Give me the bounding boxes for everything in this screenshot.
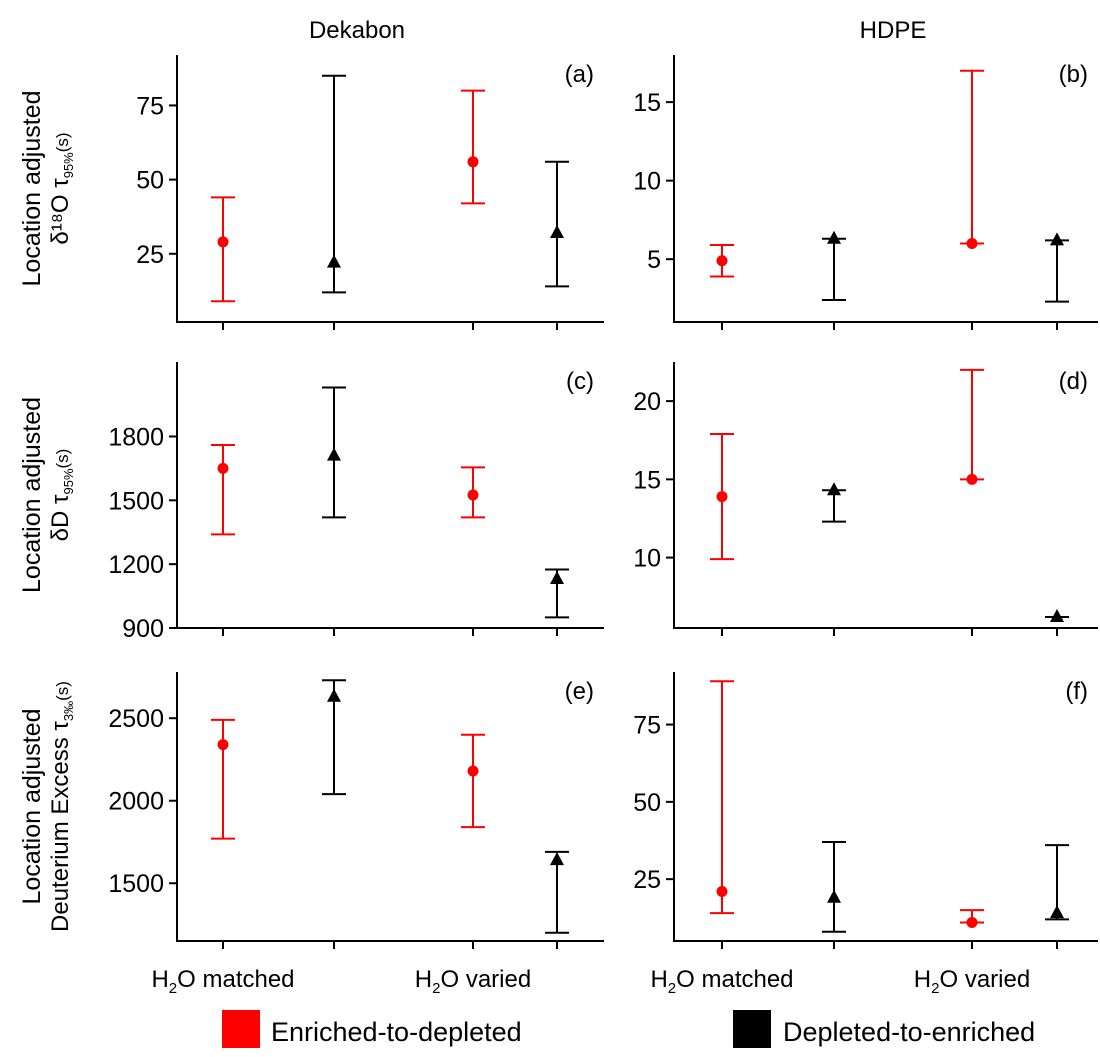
panel-letter: (a): [565, 61, 594, 88]
y-tick-label: 10: [633, 168, 661, 196]
data-point-triangle: [1050, 905, 1064, 919]
data-point-circle: [966, 237, 978, 249]
y-tick-label: 25: [633, 866, 661, 894]
data-point-circle: [716, 886, 728, 898]
panel-letter: (f): [1065, 678, 1088, 705]
error-bar: [211, 718, 235, 840]
axis-frame: [673, 672, 1098, 942]
data-point-circle: [716, 255, 728, 267]
row-label-line2: Deuterium Excess τ3‰(s): [47, 681, 76, 932]
data-point-circle: [966, 473, 978, 485]
y-tick-label: 15: [633, 89, 661, 117]
y-tick-label: 5: [647, 246, 661, 274]
y-tick-label: 1200: [108, 551, 164, 579]
legend-swatch-enriched: [222, 1010, 260, 1048]
legend-swatch-depleted: [733, 1010, 771, 1048]
error-bar: [545, 850, 569, 934]
panel-letter: (d): [1059, 368, 1088, 395]
row-label-line1: Location adjusted: [18, 91, 46, 287]
error-bar: [1045, 239, 1069, 303]
data-point-circle: [467, 765, 479, 777]
legend-label-enriched: Enriched-to-depleted: [271, 1017, 522, 1047]
data-point-circle: [217, 462, 229, 474]
error-bar: [545, 160, 569, 288]
panel-letter: (b): [1059, 61, 1088, 88]
legend: Enriched-to-depleted Depleted-to-enriche…: [222, 1010, 1035, 1048]
panel-c: 900 1200 1500 1800 (c): [108, 362, 604, 643]
x-category-label: H2O matched: [650, 966, 793, 997]
axis-frame: [176, 55, 604, 323]
column-header-dekabon: Dekabon: [309, 17, 405, 44]
data-point-circle: [217, 739, 229, 751]
error-bar: [822, 237, 846, 302]
y-tick-label: 10: [633, 545, 661, 573]
error-bar: [461, 89, 485, 205]
error-bar: [960, 69, 984, 245]
row-label-3: Location adjusted Deuterium Excess τ3‰(s): [18, 681, 76, 932]
data-point-circle: [966, 916, 978, 928]
x-category-label: H2O matched: [151, 966, 294, 997]
data-point-triangle: [327, 254, 341, 268]
error-bar: [211, 196, 235, 303]
error-bar: [211, 443, 235, 536]
data-point-triangle: [327, 688, 341, 702]
axis-frame: [673, 55, 1098, 323]
error-bar: [822, 841, 846, 933]
panel-a: 25 50 75 (a): [136, 55, 604, 330]
row-label-line1: Location adjusted: [18, 709, 46, 905]
y-tick-label: 2000: [108, 788, 164, 816]
y-tick-label: 15: [633, 466, 661, 494]
data-point-circle: [467, 156, 479, 168]
panel-letter: (c): [566, 368, 594, 395]
row-label-2: Location adjusted δD τ95%(s): [18, 397, 76, 593]
axis-frame: [176, 362, 604, 629]
data-point-circle: [217, 236, 229, 248]
panels: 25 50 75 (a) 5 10 15 (b) 900 1200 1500 1800 (c) 10 15 2…: [108, 55, 1098, 997]
panel-b: 5 10 15 (b): [633, 55, 1098, 330]
y-tick-label: 25: [136, 241, 164, 269]
data-point-triangle: [827, 889, 841, 903]
y-tick-label: 50: [136, 167, 164, 195]
y-tick-label: 75: [136, 92, 164, 120]
data-point-triangle: [550, 571, 564, 585]
y-tick-label: 75: [633, 712, 661, 740]
error-bar: [710, 680, 734, 915]
row-label-line1: Location adjusted: [18, 397, 46, 593]
data-point-triangle: [550, 225, 564, 238]
y-tick-label: 1500: [108, 870, 164, 898]
data-point-triangle: [1050, 232, 1064, 246]
axis-frame: [673, 362, 1098, 629]
panel-letter: (e): [565, 678, 594, 705]
panel-e: 1500 2000 2500 (e) H2O matched H2O varied: [108, 672, 604, 997]
row-label-line2: δD τ95%(s): [47, 449, 76, 542]
data-point-circle: [716, 491, 728, 503]
panel-f: 25 50 75 (f) H2O matched H2O varied: [633, 672, 1098, 997]
y-tick-label: 1800: [108, 423, 164, 451]
data-point-circle: [467, 489, 479, 501]
data-point-triangle: [550, 852, 564, 866]
row-label-1: Location adjusted δ¹⁸O τ95%(s): [18, 91, 76, 287]
panel-d: 10 15 20 (d): [633, 362, 1098, 636]
row-labels: Location adjusted δ¹⁸O τ95%(s)Location ad…: [18, 91, 76, 932]
x-category-label: H2O varied: [415, 966, 531, 997]
y-tick-label: 20: [633, 388, 661, 416]
x-category-label: H2O varied: [914, 966, 1030, 997]
y-tick-label: 50: [633, 789, 661, 817]
y-tick-label: 1500: [108, 487, 164, 515]
data-point-triangle: [1050, 609, 1064, 623]
data-point-triangle: [827, 482, 841, 496]
data-point-triangle: [327, 447, 341, 461]
data-point-triangle: [827, 230, 841, 244]
error-bar: [461, 733, 485, 829]
y-tick-label: 2500: [108, 705, 164, 733]
column-header-hdpe: HDPE: [860, 17, 927, 44]
row-label-line2: δ¹⁸O τ95%(s): [47, 132, 76, 244]
error-bar: [960, 368, 984, 481]
legend-label-depleted: Depleted-to-enriched: [783, 1017, 1035, 1047]
y-tick-label: 900: [122, 615, 164, 643]
axis-frame: [176, 672, 604, 942]
